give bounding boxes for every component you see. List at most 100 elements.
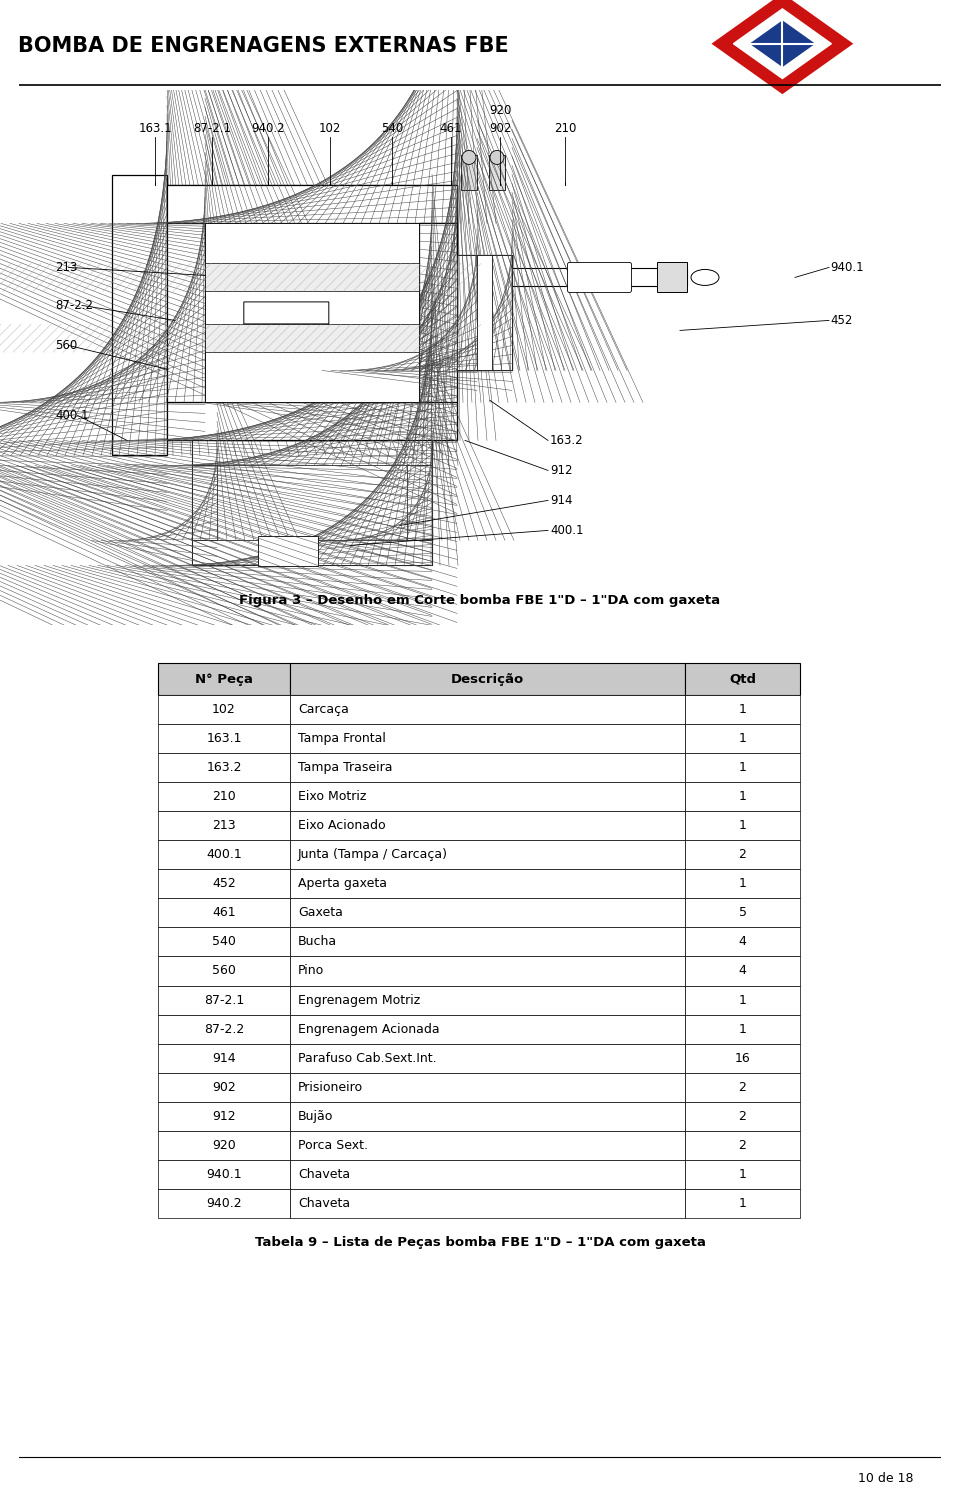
Text: 914: 914 [550, 494, 572, 506]
Text: Carcaça: Carcaça [298, 704, 348, 716]
Bar [685, 1102, 800, 1130]
Polygon shape [713, 0, 852, 93]
Text: 163.1: 163.1 [138, 122, 172, 136]
Bar [158, 986, 290, 1014]
Bar [158, 1014, 290, 1043]
Bar [489, 155, 505, 190]
Bar [685, 870, 800, 898]
Text: 1: 1 [738, 1197, 747, 1210]
Bar [290, 870, 685, 898]
Text: Engrenagem Motriz: Engrenagem Motriz [298, 993, 420, 1007]
Text: Eixo Acionado: Eixo Acionado [298, 820, 386, 832]
Text: 940.1: 940.1 [206, 1168, 242, 1181]
Bar [192, 466, 217, 541]
Bar [205, 223, 419, 402]
Text: Pino: Pino [298, 964, 324, 978]
Bar [477, 255, 492, 371]
Text: 461: 461 [212, 906, 236, 919]
Bar [512, 268, 687, 286]
Bar [158, 957, 290, 986]
Text: Prisioneiro: Prisioneiro [298, 1081, 363, 1094]
Bar [158, 754, 290, 782]
Text: Eixo Motriz: Eixo Motriz [298, 790, 367, 803]
Text: 210: 210 [554, 122, 576, 136]
Bar [685, 1043, 800, 1073]
Bar [290, 1014, 685, 1043]
Bar [158, 1189, 290, 1218]
Bar [685, 898, 800, 927]
Text: 560: 560 [55, 339, 77, 353]
Text: 940.2: 940.2 [252, 122, 285, 136]
Text: Tampa Frontal: Tampa Frontal [298, 732, 386, 744]
Text: 1: 1 [738, 732, 747, 744]
Bar [457, 255, 512, 371]
Text: 102: 102 [212, 704, 236, 716]
Bar [290, 1073, 685, 1102]
Bar [290, 1189, 685, 1218]
Text: 1: 1 [738, 704, 747, 716]
Text: 2: 2 [738, 1109, 747, 1123]
Bar [158, 870, 290, 898]
Bar [685, 723, 800, 754]
Bar [685, 1160, 800, 1189]
Bar [258, 536, 318, 567]
Text: 2: 2 [738, 1081, 747, 1094]
Text: 210: 210 [212, 790, 236, 803]
Bar [112, 175, 167, 455]
Bar [685, 811, 800, 841]
Text: 540: 540 [381, 122, 403, 136]
Bar [205, 324, 419, 353]
Text: 912: 912 [212, 1109, 236, 1123]
Text: Gaxeta: Gaxeta [298, 906, 343, 919]
Text: Engrenagem Acionada: Engrenagem Acionada [298, 1023, 440, 1035]
Bar [492, 255, 512, 371]
Bar [685, 782, 800, 811]
Text: 902: 902 [212, 1081, 236, 1094]
Bar [290, 1160, 685, 1189]
Text: Tampa Traseira: Tampa Traseira [298, 761, 393, 775]
Text: Junta (Tampa / Carcaça): Junta (Tampa / Carcaça) [298, 848, 448, 862]
Text: 87-2.1: 87-2.1 [193, 122, 231, 136]
Bar [158, 1130, 290, 1160]
Text: 1: 1 [738, 820, 747, 832]
Bar [685, 1073, 800, 1102]
Text: 940.2: 940.2 [206, 1197, 242, 1210]
Bar [685, 957, 800, 986]
Text: 540: 540 [212, 936, 236, 948]
Bar [290, 841, 685, 870]
Ellipse shape [691, 270, 719, 285]
Text: 4: 4 [738, 936, 747, 948]
Bar [192, 541, 432, 565]
Bar [158, 1073, 290, 1102]
Text: Chaveta: Chaveta [298, 1168, 350, 1181]
Bar [290, 695, 685, 723]
Bar [290, 782, 685, 811]
Text: 1: 1 [738, 993, 747, 1007]
Text: Descrição: Descrição [451, 672, 524, 686]
Bar [657, 262, 687, 292]
Bar [685, 1130, 800, 1160]
Text: 163.2: 163.2 [550, 434, 584, 448]
Text: 940.1: 940.1 [830, 261, 864, 274]
Text: 400.1: 400.1 [550, 524, 584, 536]
Bar [685, 663, 800, 695]
Polygon shape [751, 21, 814, 66]
Bar [290, 1102, 685, 1130]
Text: 400.1: 400.1 [206, 848, 242, 862]
Bar [158, 927, 290, 957]
Bar [685, 1189, 800, 1218]
Bar [461, 155, 477, 190]
Ellipse shape [462, 151, 476, 164]
Text: 1: 1 [738, 1168, 747, 1181]
Bar [192, 440, 432, 565]
Bar [290, 986, 685, 1014]
Text: N° Peça: N° Peça [195, 672, 252, 686]
Bar [290, 723, 685, 754]
Bar [290, 898, 685, 927]
Text: 452: 452 [830, 313, 852, 327]
Bar [158, 723, 290, 754]
Bar [158, 811, 290, 841]
Bar [158, 1160, 290, 1189]
Text: 213: 213 [212, 820, 236, 832]
Text: 920: 920 [212, 1139, 236, 1151]
